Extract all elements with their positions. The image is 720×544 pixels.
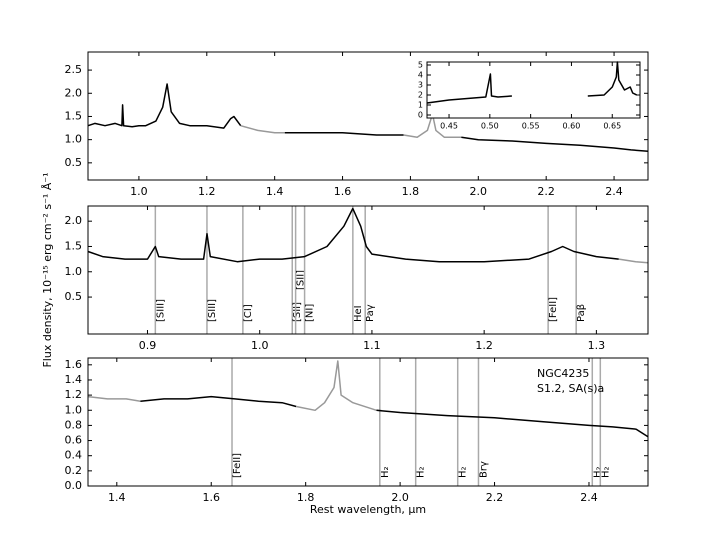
spectrum-line: [87, 395, 141, 402]
annotation: NGC4235: [537, 367, 589, 380]
y-tick-label: 5: [418, 61, 423, 70]
x-tick-label: 1.3: [588, 339, 606, 352]
y-tick-label: 1.5: [65, 239, 83, 252]
x-tick-label: 0.60: [563, 122, 581, 131]
x-tick-label: 1.6: [202, 491, 220, 504]
line-label: [CI]: [243, 304, 254, 322]
x-tick-label: 2.4: [605, 185, 623, 198]
spectrum-line: [426, 73, 512, 104]
x-tick-label: 0.55: [522, 122, 540, 131]
x-tick-label: 1.2: [475, 339, 493, 352]
spectrum-line: [87, 83, 242, 129]
line-label: H₂: [458, 466, 469, 478]
y-tick-label: 1.0: [65, 265, 83, 278]
x-tick-label: 1.0: [251, 339, 269, 352]
plot-frame: [87, 357, 649, 487]
line-label: Brγ: [478, 461, 489, 478]
plot-area: [88, 206, 648, 334]
x-tick-label: 1.2: [198, 185, 216, 198]
x-tick-label: 0.9: [139, 339, 157, 352]
x-tick-label: 2.2: [486, 491, 504, 504]
y-tick-label: 2: [418, 91, 423, 100]
y-tick-label: 1.5: [65, 109, 83, 122]
x-tick-label: 0.45: [440, 122, 458, 131]
spectrum-line: [618, 258, 649, 264]
annotation: S1.2, SA(s)a: [537, 382, 604, 395]
x-tick-label: 2.4: [580, 491, 598, 504]
line-label: [FeII]: [548, 297, 559, 322]
y-axis-label: Flux density, 10⁻¹⁵ erg cm⁻² s⁻¹ Å⁻¹: [41, 172, 54, 367]
y-tick-label: 2.0: [65, 86, 83, 99]
plot-frame: [426, 61, 641, 119]
y-tick-label: 3: [418, 81, 423, 90]
plot-area: [427, 62, 640, 118]
line-label: Paγ: [365, 304, 376, 322]
x-tick-label: 2.0: [391, 491, 409, 504]
line-label: [SIII]: [207, 299, 218, 322]
y-tick-label: 1.6: [65, 358, 83, 371]
x-tick-label: 2.0: [470, 185, 488, 198]
spectrum-line: [87, 207, 619, 263]
y-tick-label: 1: [418, 101, 423, 110]
spectrum-line: [240, 124, 285, 134]
x-tick-label: 1.4: [266, 185, 284, 198]
line-label: [SII]: [296, 270, 307, 290]
spectrum-line: [140, 395, 297, 408]
line-label: [SII]: [292, 302, 303, 322]
line-label: [FeII]: [232, 453, 243, 478]
line-label: [SIII]: [155, 299, 166, 322]
x-tick-label: 2.2: [537, 185, 555, 198]
line-label: [NI]: [305, 304, 316, 322]
y-tick-label: 0.8: [65, 418, 83, 431]
x-tick-label: 1.4: [108, 491, 126, 504]
x-tick-label: 1.8: [297, 491, 315, 504]
line-label: H₂: [592, 466, 603, 478]
y-tick-label: 1.0: [65, 403, 83, 416]
y-tick-label: 1.0: [65, 133, 83, 146]
y-tick-label: 2.0: [65, 214, 83, 227]
x-axis-label: Rest wavelength, μm: [310, 503, 426, 516]
y-tick-label: 4: [418, 71, 423, 80]
line-label: H₂: [600, 466, 611, 478]
line-label: H₂: [416, 466, 427, 478]
spectrum-line: [587, 61, 638, 97]
line-label: Paβ: [576, 304, 587, 322]
spectrum-line: [376, 409, 649, 438]
line-label: H₂: [380, 466, 391, 478]
plot-frame: [87, 51, 649, 181]
x-tick-label: 1.6: [334, 185, 352, 198]
y-tick-label: 2.5: [65, 63, 83, 76]
spectrum-line: [284, 131, 404, 136]
x-tick-label: 1.1: [363, 339, 381, 352]
line-label: HeI: [353, 305, 364, 322]
y-tick-label: 1.4: [65, 373, 83, 386]
y-tick-label: 0.0: [65, 479, 83, 492]
y-tick-label: 0.4: [65, 449, 83, 462]
y-tick-label: 0.5: [65, 156, 83, 169]
plot-frame: [87, 205, 649, 335]
y-tick-label: 1.2: [65, 388, 83, 401]
y-tick-label: 0: [418, 111, 423, 120]
spectrum-line: [296, 360, 377, 412]
y-tick-label: 0.5: [65, 290, 83, 303]
x-tick-label: 0.65: [603, 122, 621, 131]
y-tick-label: 0.6: [65, 434, 83, 447]
x-tick-label: 0.50: [481, 122, 499, 131]
x-tick-label: 1.8: [402, 185, 420, 198]
x-tick-label: 1.0: [130, 185, 148, 198]
spectrum-line: [461, 136, 649, 152]
y-tick-label: 0.2: [65, 464, 83, 477]
